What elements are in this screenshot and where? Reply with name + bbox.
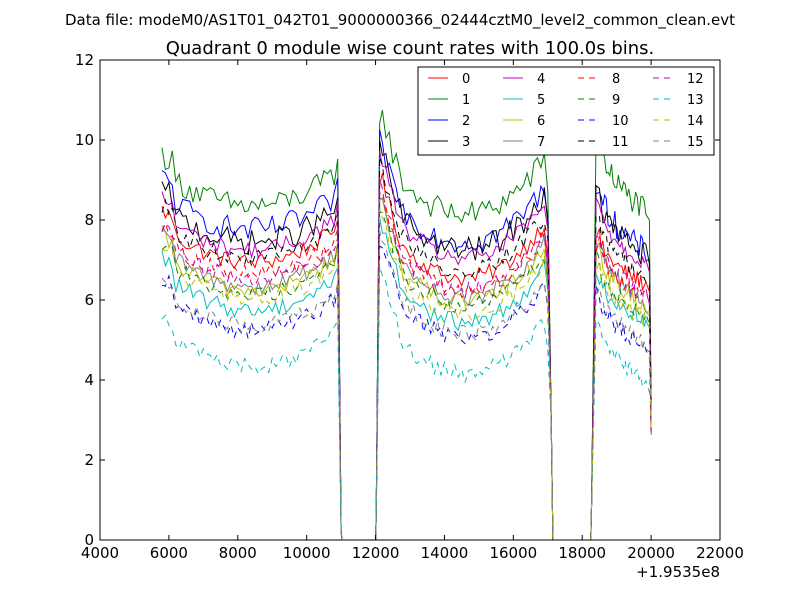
legend-label-6: 6	[537, 114, 545, 129]
legend-label-13: 13	[687, 93, 704, 108]
y-tick-label: 12	[75, 51, 94, 69]
series-line-13	[161, 265, 652, 541]
series-line-6	[161, 198, 652, 541]
x-axis-ticks: 4000 6000 8000 10000 12000 14000 16000 18000 200…	[81, 60, 744, 562]
x-tick-label: 20000	[627, 544, 675, 562]
series-line-3	[161, 140, 652, 541]
y-tick-label: 2	[84, 451, 94, 469]
series-line-8	[161, 192, 652, 541]
legend-label-8: 8	[612, 72, 620, 87]
legend-label-7: 7	[537, 135, 545, 150]
series-line-2	[161, 129, 652, 541]
legend-label-11: 11	[612, 135, 629, 150]
series-line-14	[161, 208, 652, 541]
chart-title: Quadrant 0 module wise count rates with …	[166, 38, 655, 59]
legend-label-9: 9	[612, 93, 620, 108]
legend-label-10: 10	[612, 114, 629, 129]
series-line-0	[161, 173, 652, 541]
x-tick-label: 14000	[421, 544, 469, 562]
series-line-5	[161, 217, 652, 541]
x-tick-label: 10000	[283, 544, 331, 562]
x-axis-offset-label: +1.9535e8	[636, 563, 720, 581]
legend-label-12: 12	[687, 72, 704, 87]
legend-label-15: 15	[687, 135, 704, 150]
chart-suptitle: Data file: modeM0/AS1T01_042T01_90000003…	[65, 11, 735, 30]
series-line-4	[161, 150, 652, 541]
legend-label-4: 4	[537, 72, 545, 87]
series-line-9	[161, 211, 652, 541]
legend-label-2: 2	[462, 114, 470, 129]
legend-label-3: 3	[462, 135, 470, 150]
x-tick-label: 12000	[352, 544, 400, 562]
legend-box	[417, 66, 715, 156]
legend-label-1: 1	[462, 93, 470, 108]
legend-label-14: 14	[687, 114, 704, 129]
series-line-7	[161, 197, 652, 541]
legend-label-0: 0	[462, 72, 470, 87]
legend-label-5: 5	[537, 93, 545, 108]
series-line-15	[161, 231, 652, 541]
series-line-10	[161, 245, 652, 541]
x-tick-label: 18000	[558, 544, 606, 562]
y-tick-label: 6	[84, 291, 94, 309]
y-tick-label: 8	[84, 211, 94, 229]
x-tick-label: 22000	[696, 544, 744, 562]
x-tick-label: 8000	[219, 544, 257, 562]
y-tick-label: 0	[84, 531, 94, 549]
x-tick-label: 6000	[150, 544, 188, 562]
plot-lines	[161, 109, 652, 541]
y-tick-label: 4	[84, 371, 94, 389]
x-tick-label: 16000	[489, 544, 537, 562]
series-line-1	[161, 109, 652, 541]
x-tick-label: 4000	[81, 544, 119, 562]
series-line-11	[161, 156, 652, 541]
y-tick-label: 10	[75, 131, 94, 149]
